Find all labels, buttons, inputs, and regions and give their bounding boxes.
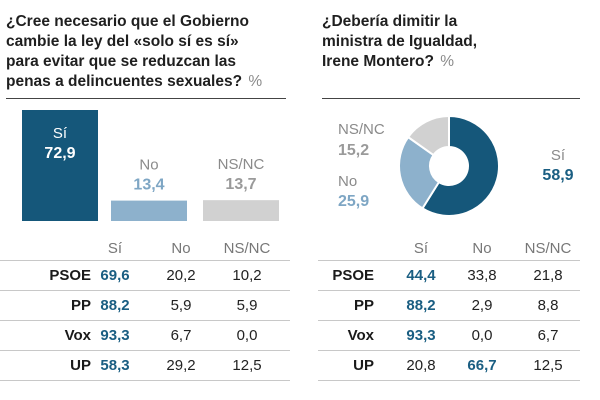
cell-no: 2,9 (471, 297, 493, 314)
left-panel: ¿Cree necesario que el Gobierno cambie l… (0, 0, 290, 400)
left-bar-chart: Sí 72,9 No 13,4 NS/NC 13,7 (22, 110, 279, 221)
left-table-row: UP 58,3 29,2 12,5 (0, 350, 290, 380)
left-table-row: PP 88,2 5,9 5,9 (0, 290, 290, 320)
row-divider (0, 320, 290, 321)
right-unit: % (440, 53, 455, 70)
left-title-line: cambie la ley del «solo sí es sí» (6, 33, 239, 50)
donut-value-no: 25,9 (338, 193, 369, 210)
right-title-line: ministra de Igualdad, (322, 33, 478, 50)
left-title-line: penas a delincuentes sexuales? (6, 73, 243, 90)
right-table-row: UP 20,8 66,7 12,5 (318, 350, 580, 380)
bar-value-si: 72,9 (44, 145, 75, 162)
cell-si: 88,2 (406, 297, 436, 314)
cell-nsnc: 5,9 (236, 297, 258, 314)
party-name: PSOE (49, 267, 91, 284)
cell-nsnc: 0,0 (236, 327, 258, 344)
left-header-no: No (171, 240, 191, 257)
cell-si: 58,3 (100, 357, 130, 374)
left-table-row: Vox 93,3 6,7 0,0 (0, 320, 290, 350)
party-name: PP (70, 297, 91, 314)
cell-si: 69,6 (100, 267, 130, 284)
cell-no: 29,2 (166, 357, 196, 374)
row-divider (318, 380, 580, 381)
party-name: UP (70, 357, 91, 374)
donut-slice-nsnc (406, 114, 450, 157)
party-name: UP (353, 357, 374, 374)
right-header-no: No (472, 240, 492, 257)
party-name: PSOE (332, 267, 374, 284)
party-name: PP (353, 297, 374, 314)
cell-si: 88,2 (100, 297, 130, 314)
left-table-row: PSOE 69,6 20,2 10,2 (0, 260, 290, 290)
left-title-line: ¿Cree necesario que el Gobierno (6, 13, 249, 30)
left-top-rule (6, 98, 286, 99)
donut-label-si: Sí (551, 147, 566, 164)
donut-slice-si (421, 114, 500, 217)
row-divider (318, 260, 580, 261)
cell-no: 6,7 (170, 327, 192, 344)
cell-no: 66,7 (467, 357, 497, 374)
donut-value-si: 58,9 (542, 167, 573, 184)
row-divider (0, 350, 290, 351)
cell-nsnc: 21,8 (533, 267, 563, 284)
right-question-title: ¿Debería dimitir la ministra de Igualdad… (322, 12, 477, 72)
bar-label-no: No (139, 157, 158, 174)
row-divider (318, 290, 580, 291)
donut-slice-no (398, 135, 441, 210)
left-title-line: para evitar que se reduzcan las (6, 53, 237, 70)
right-table-bottom-rule (318, 380, 580, 381)
row-divider (0, 380, 290, 381)
party-name: Vox (64, 327, 91, 344)
cell-nsnc: 8,8 (537, 297, 559, 314)
bar-no (111, 200, 187, 221)
bar-si (22, 110, 98, 221)
right-top-rule (322, 98, 580, 99)
bar-value-no: 13,4 (133, 177, 164, 194)
left-table-bottom-rule (0, 380, 290, 381)
right-donut-chart: Sí 58,9 No 25,9 NS/NC 15,2 (338, 114, 574, 217)
cell-no: 33,8 (467, 267, 497, 284)
right-header-si: Sí (413, 240, 429, 257)
cell-no: 0,0 (471, 327, 493, 344)
cell-si: 93,3 (100, 327, 130, 344)
right-panel: ¿Debería dimitir la ministra de Igualdad… (318, 0, 580, 400)
left-title-line-last: penas a delincuentes sexuales? % (6, 72, 262, 92)
row-divider (318, 320, 580, 321)
bar-label-nsnc: NS/NC (218, 156, 265, 173)
row-divider (0, 290, 290, 291)
left-header-si: Sí (107, 240, 123, 257)
donut-label-no: No (338, 173, 357, 190)
cell-nsnc: 10,2 (232, 267, 262, 284)
bar-nsnc (203, 200, 279, 221)
cell-si: 44,4 (406, 267, 436, 284)
row-divider (318, 350, 580, 351)
bar-value-nsnc: 13,7 (225, 176, 256, 193)
right-title-line: Irene Montero? (322, 53, 434, 70)
right-title-line-last: Irene Montero? % (322, 52, 477, 72)
cell-nsnc: 12,5 (533, 357, 563, 374)
right-table-row: Vox 93,3 0,0 6,7 (318, 320, 580, 350)
row-divider (0, 260, 290, 261)
donut-value-nsnc: 15,2 (338, 142, 369, 159)
cell-nsnc: 6,7 (537, 327, 559, 344)
cell-si: 93,3 (406, 327, 436, 344)
right-table-row: PP 88,2 2,9 8,8 (318, 290, 580, 320)
donut-label-nsnc: NS/NC (338, 121, 385, 138)
left-header-nsnc: NS/NC (223, 240, 271, 257)
right-title-line: ¿Debería dimitir la (322, 13, 458, 30)
bar-label-si: Sí (53, 125, 68, 142)
cell-no: 20,2 (166, 267, 196, 284)
left-unit: % (248, 73, 263, 90)
party-name: Vox (347, 327, 374, 344)
cell-si: 20,8 (406, 357, 436, 374)
right-header-nsnc: NS/NC (524, 240, 572, 257)
cell-no: 5,9 (170, 297, 192, 314)
left-question-title: ¿Cree necesario que el Gobierno cambie l… (6, 12, 262, 92)
cell-nsnc: 12,5 (232, 357, 262, 374)
right-table-row: PSOE 44,4 33,8 21,8 (318, 260, 580, 290)
